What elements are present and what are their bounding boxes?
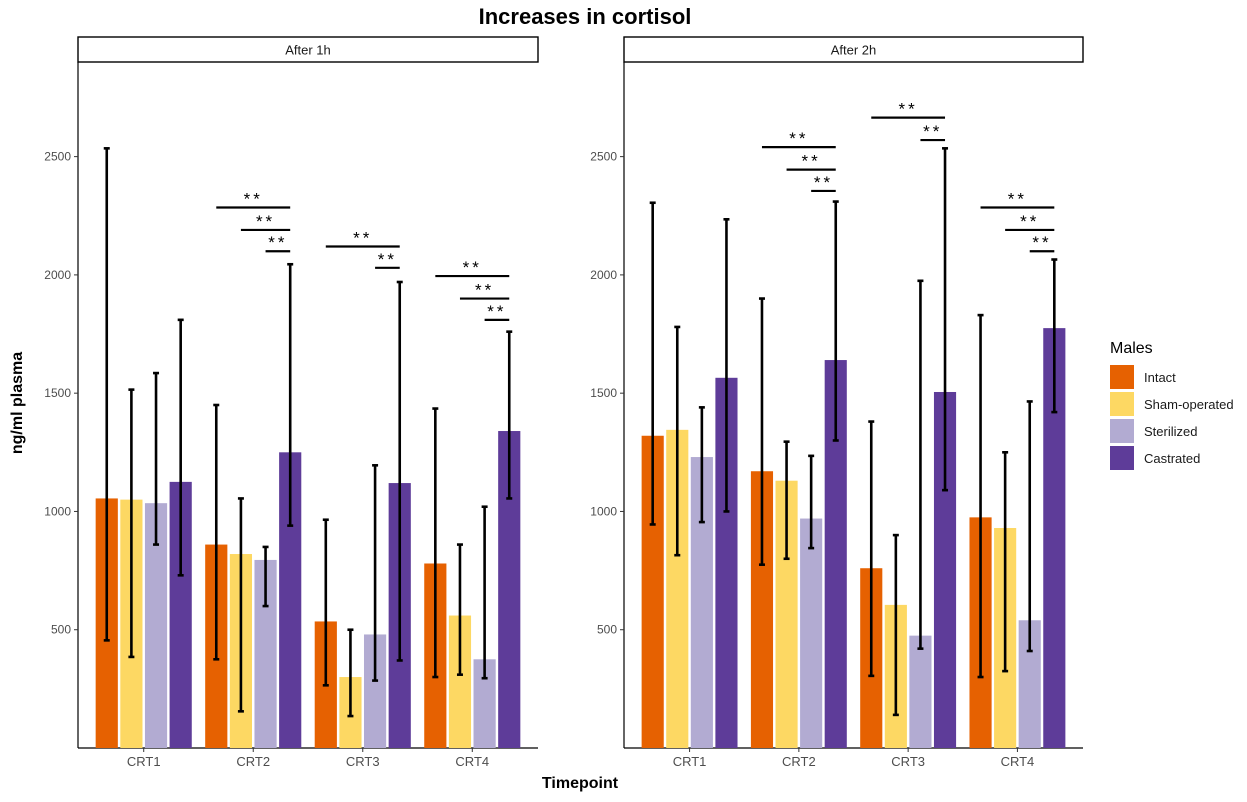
significance-label-1-CRT2-0: ** bbox=[244, 189, 263, 208]
significance-label-1-CRT4-6: ** bbox=[475, 281, 494, 300]
y-axis-label: ng/ml plasma bbox=[9, 352, 26, 454]
panel-strip-label-1: After 1h bbox=[285, 43, 331, 58]
y-tick-label-1-2000: 2000 bbox=[44, 268, 71, 282]
bar-1-CRT4-castrated bbox=[498, 431, 521, 748]
significance-label-2-CRT4-5: ** bbox=[1008, 189, 1027, 208]
y-tick-label-1-1500: 1500 bbox=[44, 386, 71, 400]
bar-1-CRT1-sterilized bbox=[144, 503, 168, 748]
bar-1-CRT2-castrated bbox=[279, 452, 302, 748]
significance-label-2-CRT3-3: ** bbox=[899, 100, 918, 119]
panel-strip-label-2: After 2h bbox=[831, 43, 877, 58]
x-tick-label-2-CRT2: CRT2 bbox=[782, 754, 816, 769]
y-tick-label-2-2500: 2500 bbox=[590, 150, 617, 164]
legend-label-castrated: Castrated bbox=[1144, 451, 1200, 466]
significance-label-1-CRT2-2: ** bbox=[268, 233, 287, 252]
panel-strip-2 bbox=[623, 36, 1084, 63]
significance-label-2-CRT2-2: ** bbox=[814, 173, 833, 192]
legend-label-sterilized: Sterilized bbox=[1144, 424, 1197, 439]
x-axis-label: Timepoint bbox=[542, 775, 619, 792]
bar-2-CRT3-sterilized bbox=[909, 635, 932, 748]
bar-2-CRT1-castrated bbox=[715, 377, 738, 748]
panel-strip-1 bbox=[77, 36, 539, 63]
significance-label-1-CRT4-7: ** bbox=[487, 302, 506, 321]
y-tick-label-2-1000: 1000 bbox=[590, 504, 617, 518]
legend-label-intact: Intact bbox=[1144, 370, 1176, 385]
y-tick-label-2-500: 500 bbox=[597, 623, 617, 637]
bar-1-CRT3-sterilized bbox=[363, 634, 387, 748]
bar-2-CRT4-sterilized bbox=[1018, 620, 1041, 748]
y-tick-label-1-1000: 1000 bbox=[44, 504, 71, 518]
chart-title: Increases in cortisol bbox=[479, 4, 692, 29]
legend-label-sham-operated: Sham-operated bbox=[1144, 397, 1234, 412]
x-tick-label-1-CRT1: CRT1 bbox=[127, 754, 161, 769]
legend-title: Males bbox=[1110, 340, 1153, 357]
significance-label-1-CRT3-3: ** bbox=[353, 229, 372, 248]
legend-swatch-sterilized bbox=[1110, 419, 1134, 443]
significance-label-2-CRT3-4: ** bbox=[923, 122, 942, 141]
legend-swatch-castrated bbox=[1110, 446, 1134, 470]
bar-2-CRT2-intact bbox=[750, 471, 774, 748]
x-tick-label-2-CRT4: CRT4 bbox=[1001, 754, 1035, 769]
bar-2-CRT1-sterilized bbox=[690, 457, 713, 748]
bar-2-CRT1-sham-operated bbox=[666, 429, 689, 748]
significance-label-1-CRT2-1: ** bbox=[256, 212, 275, 231]
bar-2-CRT2-sterilized bbox=[800, 518, 823, 748]
bar-1-CRT4-sterilized bbox=[473, 659, 496, 748]
significance-label-2-CRT4-6: ** bbox=[1020, 212, 1039, 231]
y-tick-label-2-1500: 1500 bbox=[590, 386, 617, 400]
x-tick-label-2-CRT3: CRT3 bbox=[891, 754, 925, 769]
legend-swatch-intact bbox=[1110, 365, 1134, 389]
significance-label-2-CRT2-0: ** bbox=[789, 129, 808, 148]
x-tick-label-1-CRT3: CRT3 bbox=[346, 754, 380, 769]
bar-2-CRT2-castrated bbox=[824, 360, 847, 748]
y-tick-label-2-2000: 2000 bbox=[590, 268, 617, 282]
bar-1-CRT4-sham-operated bbox=[448, 615, 472, 748]
x-tick-label-2-CRT1: CRT1 bbox=[673, 754, 707, 769]
significance-label-2-CRT2-1: ** bbox=[802, 152, 821, 171]
legend-swatch-sham-operated bbox=[1110, 392, 1134, 416]
significance-label-1-CRT3-4: ** bbox=[378, 250, 397, 269]
x-tick-label-1-CRT2: CRT2 bbox=[236, 754, 270, 769]
bar-1-CRT1-castrated bbox=[169, 481, 192, 748]
bar-2-CRT2-sham-operated bbox=[775, 480, 798, 748]
y-tick-label-1-2500: 2500 bbox=[44, 150, 71, 164]
x-tick-label-1-CRT4: CRT4 bbox=[455, 754, 489, 769]
bar-2-CRT3-castrated bbox=[933, 391, 957, 748]
significance-label-2-CRT4-7: ** bbox=[1032, 233, 1051, 252]
significance-label-1-CRT4-5: ** bbox=[463, 258, 482, 277]
bar-1-CRT2-sterilized bbox=[254, 559, 277, 748]
y-tick-label-1-500: 500 bbox=[51, 623, 71, 637]
bar-2-CRT1-intact bbox=[641, 435, 664, 748]
bar-2-CRT4-castrated bbox=[1043, 328, 1066, 748]
